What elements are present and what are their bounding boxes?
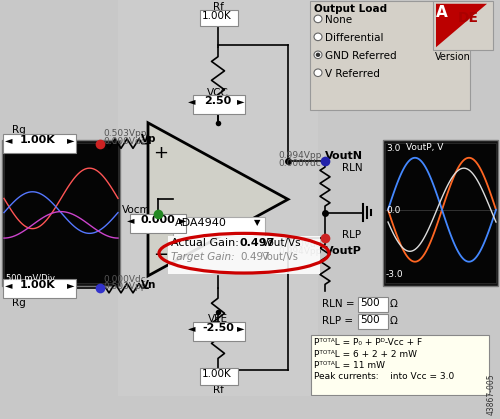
Bar <box>173 217 265 236</box>
Text: 500 mV/Div: 500 mV/Div <box>6 273 55 282</box>
Bar <box>193 96 245 114</box>
Text: VoutP, V: VoutP, V <box>406 142 444 152</box>
Text: 0.000Vdc: 0.000Vdc <box>278 159 321 168</box>
Bar <box>200 10 238 26</box>
Text: Rf: Rf <box>212 385 224 396</box>
Bar <box>433 1 493 50</box>
Text: -2.50: -2.50 <box>202 323 234 333</box>
Text: Vocm: Vocm <box>122 205 150 215</box>
Text: Rg: Rg <box>12 297 26 308</box>
Bar <box>383 140 498 286</box>
Text: ◄: ◄ <box>5 135 12 145</box>
Text: Actual Gain:: Actual Gain: <box>171 238 239 248</box>
Bar <box>310 1 470 110</box>
Text: Differential: Differential <box>325 33 384 43</box>
Circle shape <box>314 15 322 23</box>
Text: 1.00K: 1.00K <box>20 279 56 290</box>
Text: ◄: ◄ <box>188 323 196 333</box>
Text: Vn: Vn <box>141 279 156 290</box>
Bar <box>3 134 76 153</box>
Bar <box>358 297 388 312</box>
Text: Output Load: Output Load <box>314 4 387 14</box>
Text: Ω: Ω <box>390 316 398 326</box>
Circle shape <box>314 51 322 59</box>
Text: ◄: ◄ <box>188 96 196 106</box>
Bar <box>193 322 245 341</box>
Text: 43867-005: 43867-005 <box>487 373 496 415</box>
Text: ◄: ◄ <box>5 279 12 290</box>
Text: 2.50: 2.50 <box>204 96 232 106</box>
Polygon shape <box>148 123 288 276</box>
Text: VoutN: VoutN <box>325 151 363 161</box>
Circle shape <box>314 69 322 77</box>
Text: Peak currents:    into Vcc = 3.0: Peak currents: into Vcc = 3.0 <box>314 372 454 381</box>
Text: ◄: ◄ <box>127 215 134 225</box>
Text: -3.0: -3.0 <box>386 270 404 279</box>
Text: 0.994Vpp: 0.994Vpp <box>278 247 322 256</box>
Text: 0.000Vdc: 0.000Vdc <box>103 275 146 284</box>
Text: +: + <box>153 144 168 162</box>
Text: ►: ► <box>237 96 244 106</box>
Bar <box>358 314 388 329</box>
Text: VoutP: VoutP <box>325 246 362 256</box>
Text: VCC: VCC <box>207 88 229 98</box>
Text: Version: Version <box>435 52 471 62</box>
Text: Vp, Vn: Vp, Vn <box>6 142 36 152</box>
Text: 0.000Vdc: 0.000Vdc <box>103 137 146 146</box>
Text: Rf: Rf <box>212 2 224 12</box>
Text: 1.00K: 1.00K <box>202 370 232 379</box>
Text: 500: 500 <box>360 297 380 308</box>
Text: ▼: ▼ <box>254 218 260 227</box>
Text: Rg: Rg <box>12 125 26 134</box>
Text: None: None <box>325 15 352 25</box>
Circle shape <box>316 53 320 57</box>
Text: V Referred: V Referred <box>325 69 380 79</box>
Bar <box>168 236 320 274</box>
Text: Vout/Vs: Vout/Vs <box>262 252 299 262</box>
Bar <box>3 279 76 297</box>
Text: ►: ► <box>179 215 186 225</box>
Bar <box>311 335 489 395</box>
Text: Vp: Vp <box>141 134 156 144</box>
Text: A: A <box>436 5 448 20</box>
Text: 0.994Vpp: 0.994Vpp <box>278 151 322 160</box>
Text: ►: ► <box>67 279 74 290</box>
Text: RLP =: RLP = <box>322 316 353 326</box>
Text: VEE: VEE <box>208 314 228 323</box>
Bar <box>200 368 238 385</box>
Text: ►: ► <box>67 135 74 145</box>
Text: Target Gain:: Target Gain: <box>171 252 234 262</box>
Text: 1.00K: 1.00K <box>202 11 232 21</box>
Polygon shape <box>436 4 487 47</box>
Text: PᵀᴼᵀᴬL = P₀ + Pᴰ-Vcc + F: PᵀᴼᵀᴬL = P₀ + Pᴰ-Vcc + F <box>314 338 422 347</box>
Text: ►: ► <box>237 323 244 333</box>
Bar <box>118 0 318 396</box>
Text: PᵀᴼᵀᴬL = 6 + 2 + 2 mW: PᵀᴼᵀᴬL = 6 + 2 + 2 mW <box>314 349 417 359</box>
Text: RLN: RLN <box>342 163 362 173</box>
Text: Vout/Vs: Vout/Vs <box>262 238 302 248</box>
Text: 0.497: 0.497 <box>240 252 270 262</box>
Text: 0.503Vpp: 0.503Vpp <box>103 282 146 290</box>
Text: 0.000: 0.000 <box>140 215 175 225</box>
Text: 0.497: 0.497 <box>240 238 276 248</box>
Text: PᵀᴼᵀᴬL = 11 mW: PᵀᴼᵀᴬL = 11 mW <box>314 361 385 370</box>
Bar <box>2 140 120 286</box>
Bar <box>4 142 118 283</box>
Text: 0.503Vpp: 0.503Vpp <box>103 129 146 138</box>
Text: −: − <box>153 246 168 264</box>
Circle shape <box>314 33 322 41</box>
Text: 1.00K: 1.00K <box>20 135 56 145</box>
Text: 0.0: 0.0 <box>386 206 400 215</box>
Text: ADA4940: ADA4940 <box>175 218 227 228</box>
Text: 0.000Vdc: 0.000Vdc <box>278 240 321 249</box>
Bar <box>385 142 496 283</box>
Bar <box>130 215 186 233</box>
Text: GND Referred: GND Referred <box>325 51 396 61</box>
Text: Ω: Ω <box>390 299 398 308</box>
Text: 500: 500 <box>360 315 380 325</box>
Text: 3.0: 3.0 <box>386 144 400 153</box>
Text: RLN =: RLN = <box>322 299 354 308</box>
Text: RLP: RLP <box>342 230 361 240</box>
Text: DE: DE <box>458 11 479 25</box>
